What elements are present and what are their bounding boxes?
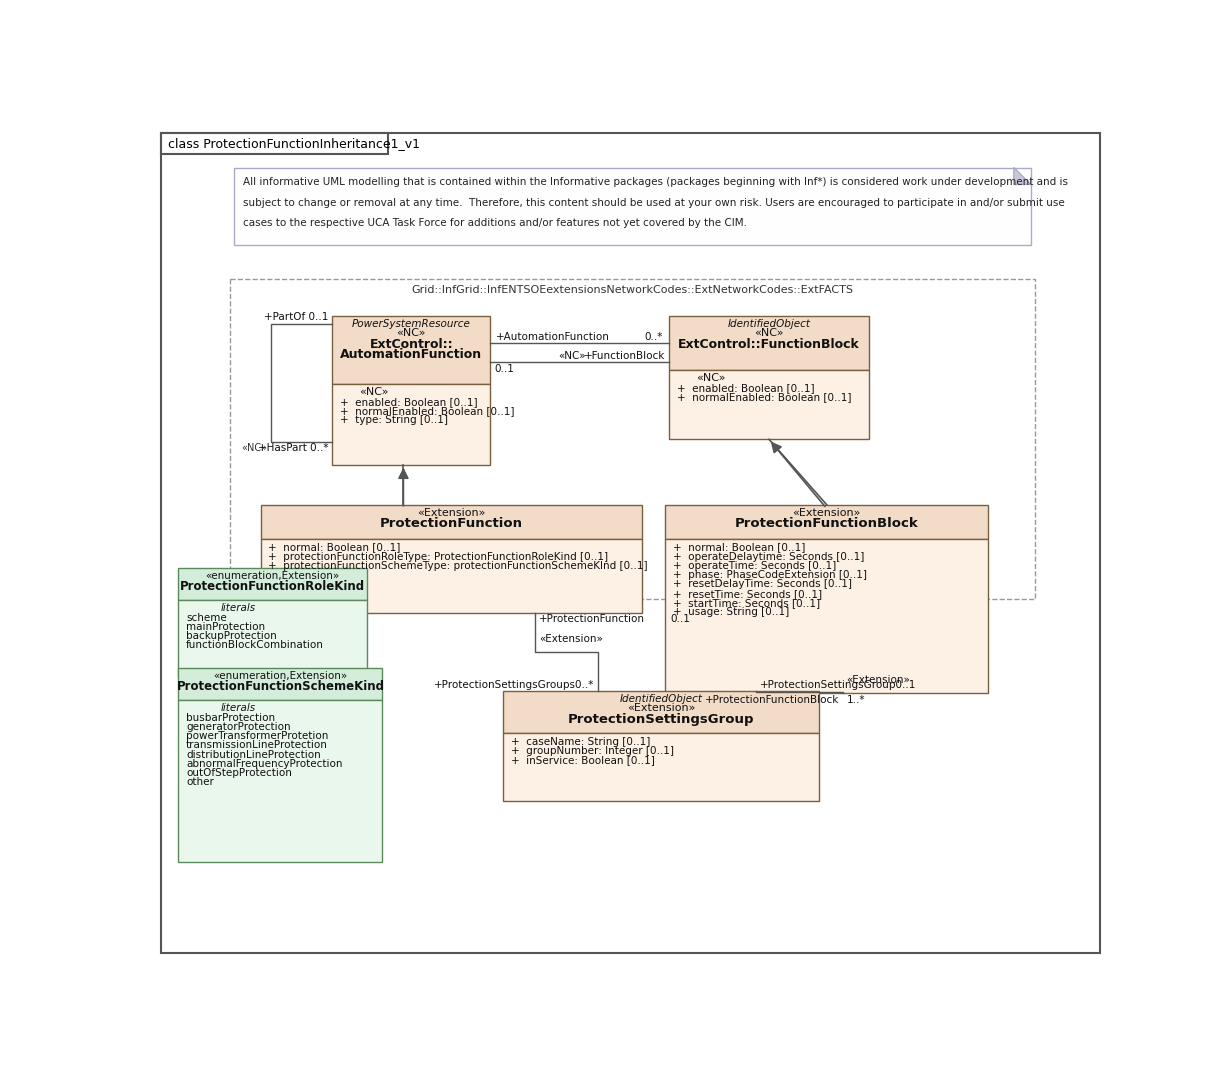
Bar	[178, 600, 367, 677]
Text: powerTransformerProtetion: powerTransformerProtetion	[186, 731, 328, 741]
Bar	[230, 280, 1034, 599]
Text: +  groupNumber: Integer [0..1]: + groupNumber: Integer [0..1]	[510, 746, 674, 756]
Text: +  startTime: Seconds [0..1]: + startTime: Seconds [0..1]	[673, 598, 820, 608]
Text: functionBlockCombination: functionBlockCombination	[186, 641, 323, 650]
Text: +  phase: PhaseCodeExtension [0..1]: + phase: PhaseCodeExtension [0..1]	[673, 570, 867, 580]
Bar	[669, 316, 870, 370]
Text: ExtControl::: ExtControl::	[369, 338, 453, 350]
Text: ProtectionFunctionBlock: ProtectionFunctionBlock	[734, 517, 919, 530]
Text: ProtectionFunction: ProtectionFunction	[380, 517, 523, 530]
Text: All informative UML modelling that is contained within the Informative packages : All informative UML modelling that is co…	[244, 176, 1068, 187]
Bar	[178, 668, 383, 700]
Text: +ProtectionFunctionBlock: +ProtectionFunctionBlock	[705, 694, 839, 705]
Text: ExtControl::FunctionBlock: ExtControl::FunctionBlock	[678, 338, 860, 350]
Text: generatorProtection: generatorProtection	[186, 722, 290, 732]
Text: abnormalFrequencyProtection: abnormalFrequencyProtection	[186, 759, 343, 769]
Text: other: other	[186, 777, 214, 787]
Text: cases to the respective UCA Task Force for additions and/or features not yet cov: cases to the respective UCA Task Force f…	[244, 218, 747, 228]
Text: +  caseName: String [0..1]: + caseName: String [0..1]	[510, 736, 651, 746]
Text: Grid::InfGrid::InfENTSOEextensionsNetworkCodes::ExtNetworkCodes::ExtFACTS: Grid::InfGrid::InfENTSOEextensionsNetwor…	[411, 285, 854, 296]
Text: «NC»: «NC»	[558, 350, 585, 361]
Text: outOfStepProtection: outOfStepProtection	[186, 769, 292, 778]
Text: +PartOf 0..1: +PartOf 0..1	[264, 312, 328, 322]
Text: 0..*: 0..*	[645, 331, 663, 342]
Bar	[503, 691, 819, 733]
Text: literals: literals	[220, 603, 256, 614]
Text: +HasPart 0..*: +HasPart 0..*	[258, 443, 328, 454]
Text: distributionLineProtection: distributionLineProtection	[186, 749, 321, 760]
Bar	[261, 540, 642, 613]
Text: +  protectionFunctionSchemeType: protectionFunctionSchemeKInd [0..1]: + protectionFunctionSchemeType: protecti…	[268, 561, 648, 571]
Text: +  normal: Boolean [0..1]: + normal: Boolean [0..1]	[268, 543, 401, 553]
Bar	[332, 384, 491, 464]
Text: +FunctionBlock: +FunctionBlock	[584, 350, 665, 361]
Text: +  inService: Boolean [0..1]: + inService: Boolean [0..1]	[510, 755, 654, 765]
Text: +  normalEnabled: Boolean [0..1]: + normalEnabled: Boolean [0..1]	[339, 406, 514, 416]
Bar	[178, 700, 383, 862]
Text: +  resetTime: Seconds [0..1]: + resetTime: Seconds [0..1]	[673, 589, 822, 599]
Text: AutomationFunction: AutomationFunction	[341, 348, 482, 361]
Bar	[669, 370, 870, 440]
Text: class ProtectionFunctionInheritance1_v1: class ProtectionFunctionInheritance1_v1	[167, 137, 419, 149]
Text: «Extension»: «Extension»	[417, 507, 486, 518]
Text: +  operateTime: Seconds [0..1]: + operateTime: Seconds [0..1]	[673, 561, 836, 571]
Text: «enumeration,Extension»: «enumeration,Extension»	[213, 671, 348, 682]
Bar	[234, 168, 1031, 244]
Text: +AutomationFunction: +AutomationFunction	[497, 331, 610, 342]
Text: scheme: scheme	[186, 613, 226, 622]
Text: +  usage: String [0..1]: + usage: String [0..1]	[673, 607, 788, 617]
Text: «Extension»: «Extension»	[846, 674, 910, 685]
Text: «Extension»: «Extension»	[539, 634, 603, 644]
Text: +  normalEnabled: Boolean [0..1]: + normalEnabled: Boolean [0..1]	[676, 392, 851, 402]
Text: «Extension»: «Extension»	[792, 507, 861, 518]
Text: IdentifiedObject: IdentifiedObject	[727, 319, 811, 329]
Text: «NC»: «NC»	[754, 328, 784, 339]
Text: «enumeration,Extension»: «enumeration,Extension»	[205, 571, 339, 580]
Text: backupProtection: backupProtection	[186, 631, 277, 641]
Text: ProtectionSettingsGroup: ProtectionSettingsGroup	[568, 713, 754, 726]
Text: 0..1: 0..1	[494, 363, 514, 374]
Text: +  operateDelaytime: Seconds [0..1]: + operateDelaytime: Seconds [0..1]	[673, 551, 865, 562]
Text: +  protectionFunctionRoleType: ProtectionFunctionRoleKind [0..1]: + protectionFunctionRoleType: Protection…	[268, 551, 609, 562]
Text: +  enabled: Boolean [0..1]: + enabled: Boolean [0..1]	[339, 397, 477, 406]
Text: +  enabled: Boolean [0..1]: + enabled: Boolean [0..1]	[676, 383, 814, 393]
Text: «NC»: «NC»	[696, 373, 726, 383]
Bar	[178, 568, 367, 600]
Text: ProtectionFunctionSchemeKind: ProtectionFunctionSchemeKind	[176, 680, 385, 693]
Text: ProtectionFunctionRoleKind: ProtectionFunctionRoleKind	[180, 579, 365, 593]
Text: «NC»: «NC»	[241, 443, 267, 454]
Text: busbarProtection: busbarProtection	[186, 713, 276, 722]
Text: +ProtectionSettingsGroup0..1: +ProtectionSettingsGroup0..1	[760, 679, 916, 689]
Text: transmissionLineProtection: transmissionLineProtection	[186, 741, 328, 750]
Bar	[503, 733, 819, 801]
Bar	[261, 505, 642, 540]
Text: +ProtectionFunction: +ProtectionFunction	[539, 614, 645, 625]
Text: 0..1: 0..1	[670, 614, 690, 625]
Text: +  resetDelayTime: Seconds [0..1]: + resetDelayTime: Seconds [0..1]	[673, 579, 851, 589]
Text: 1..*: 1..*	[846, 694, 865, 705]
Bar	[665, 540, 989, 693]
Text: +ProtectionSettingsGroups0..*: +ProtectionSettingsGroups0..*	[434, 679, 594, 689]
Text: IdentifiedObject: IdentifiedObject	[620, 694, 702, 704]
Text: «NC»: «NC»	[359, 387, 389, 397]
Text: «NC»: «NC»	[396, 328, 426, 339]
Text: PowerSystemResource: PowerSystemResource	[352, 319, 471, 329]
Bar	[161, 133, 387, 155]
Text: +  normal: Boolean [0..1]: + normal: Boolean [0..1]	[673, 543, 806, 553]
Text: literals: literals	[220, 703, 256, 714]
Bar	[665, 505, 989, 540]
Text: subject to change or removal at any time.  Therefore, this content should be use: subject to change or removal at any time…	[244, 198, 1065, 207]
Text: «Extension»: «Extension»	[627, 703, 695, 713]
Text: mainProtection: mainProtection	[186, 621, 266, 632]
Polygon shape	[1014, 168, 1031, 185]
Bar	[332, 316, 491, 384]
Text: +  type: String [0..1]: + type: String [0..1]	[339, 415, 448, 426]
